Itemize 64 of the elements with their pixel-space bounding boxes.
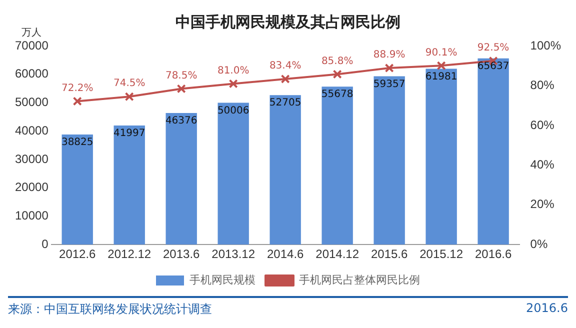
bar: [426, 68, 457, 245]
point: [436, 61, 446, 70]
bar: [218, 102, 249, 245]
y-tick-label: 70000: [14, 38, 49, 52]
point: [280, 74, 290, 84]
data-label: 90.1%: [425, 47, 458, 58]
y2-tick-label: 40%: [530, 157, 555, 172]
x-tick-label: 2013.6: [163, 247, 200, 262]
bar: [374, 76, 405, 245]
data-label: 85.8%: [321, 56, 354, 67]
data-label: 46376: [165, 116, 198, 127]
x-tick-label: 2014.6: [266, 247, 304, 262]
y2-tick-label: 60%: [530, 118, 555, 132]
data-label: 59357: [373, 78, 406, 90]
data-label: 52705: [269, 98, 302, 109]
y2-tick-label: 0%: [530, 236, 548, 251]
chart-title: 中国手机网民规模及其占网民比例: [176, 12, 400, 31]
bar: [322, 86, 353, 245]
data-label: 83.4%: [269, 60, 302, 72]
data-label: 41997: [113, 128, 146, 140]
x-tick-label: 2016.6: [474, 247, 512, 262]
bar: [114, 125, 145, 245]
bar: [270, 95, 301, 245]
y2-tick-label: 80%: [530, 78, 555, 92]
y-axis-title: 万人: [22, 28, 42, 39]
point: [176, 84, 186, 94]
point: [228, 79, 238, 88]
x-tick-label: 2015.12: [420, 247, 464, 262]
text: 2016.6: [526, 301, 568, 317]
data-label: 92.5%: [477, 42, 510, 54]
point: [332, 70, 342, 79]
y2-tick-label: 100%: [530, 38, 562, 52]
point: [72, 96, 82, 106]
x-tick-label: 2012.6: [59, 247, 96, 262]
bar: [478, 58, 509, 245]
data-label: 78.5%: [165, 70, 198, 82]
legend-label: 手机网民规模: [190, 273, 256, 286]
data-label: 50006: [217, 105, 250, 116]
y-tick-label: 60000: [14, 66, 49, 81]
data-label: 72.2%: [61, 82, 94, 94]
x-tick-label: 2014.12: [316, 247, 360, 262]
y-tick-label: 20000: [14, 180, 49, 194]
point: [124, 92, 134, 102]
y-tick-label: 10000: [14, 208, 49, 223]
y-tick-label: 40000: [14, 123, 49, 138]
data-label: 81.0%: [217, 65, 250, 76]
data-label: 61981: [425, 71, 458, 82]
y-tick-label: 50000: [14, 95, 49, 110]
point: [384, 64, 394, 73]
data-label: 38825: [61, 137, 94, 148]
data-label: 88.9%: [373, 50, 406, 61]
y2-tick-label: 20%: [530, 197, 555, 212]
y-tick-label: 30000: [14, 152, 49, 166]
data-label: 65637: [477, 60, 510, 72]
data-label: 55678: [321, 89, 354, 100]
y-tick-label: 0: [42, 236, 49, 251]
x-tick-label: 2013.12: [212, 247, 256, 262]
bar: [166, 113, 197, 245]
source-note: 来源：中国互联网络发展状况统计调查: [8, 301, 212, 318]
x-tick-label: 2012.12: [108, 247, 152, 262]
legend-label: 手机网民占整体网民比例: [299, 273, 420, 286]
data-label: 74.5%: [113, 78, 146, 90]
bar: [62, 134, 93, 245]
x-tick-label: 2015.6: [370, 247, 408, 262]
